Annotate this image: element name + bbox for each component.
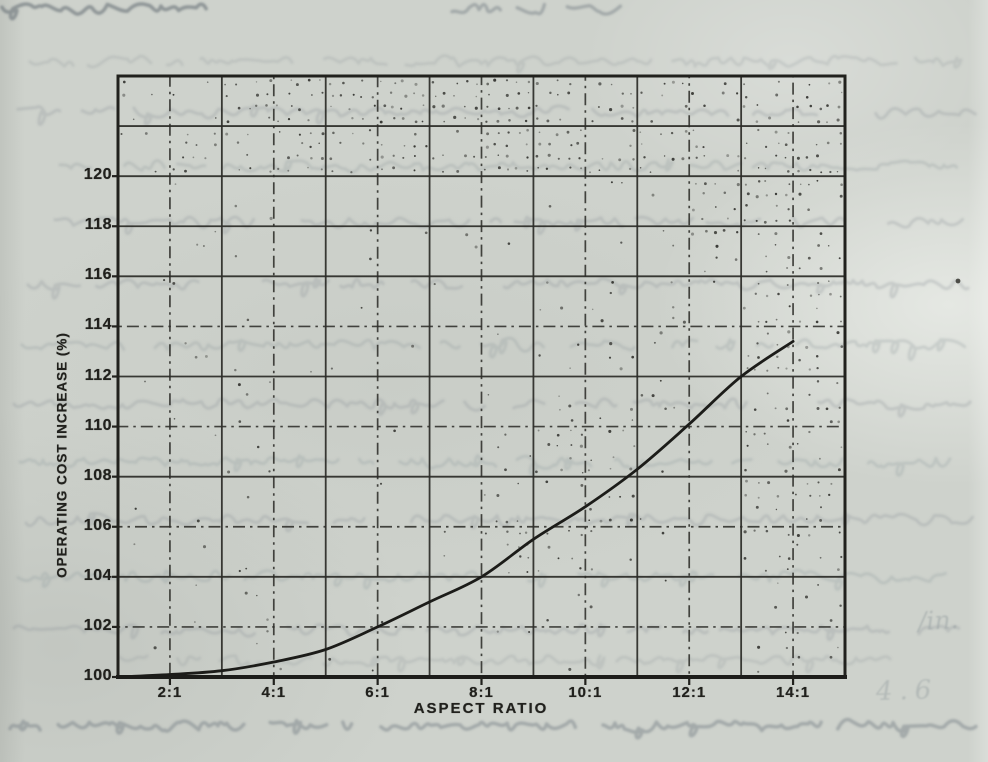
y-tick-label: 104 bbox=[83, 566, 112, 584]
y-tick-label: 112 bbox=[84, 366, 112, 384]
x-tick-label: 8:1 bbox=[469, 684, 494, 701]
faint-handwriting-mark: 4.6 bbox=[875, 674, 939, 708]
y-tick-label: 106 bbox=[83, 516, 112, 534]
y-tick-label: 108 bbox=[83, 466, 112, 484]
y-tick-label: 110 bbox=[84, 416, 112, 434]
y-tick-label: 116 bbox=[84, 266, 112, 284]
y-tick-label: 114 bbox=[84, 316, 112, 334]
data-curve bbox=[116, 340, 795, 679]
x-axis-title: ASPECT RATIO bbox=[413, 700, 549, 717]
faint-handwriting-mark: /in. bbox=[917, 604, 960, 637]
y-tick-label: 100 bbox=[83, 667, 112, 684]
x-tick-label: 4:1 bbox=[261, 684, 287, 701]
x-tick-label: 14:1 bbox=[776, 684, 811, 701]
x-tick-label: 10:1 bbox=[568, 684, 603, 701]
x-tick-label: 12:1 bbox=[672, 684, 707, 701]
y-tick-label: 118 bbox=[84, 216, 112, 234]
y-axis-title: OPERATING COST INCREASE (%) bbox=[54, 332, 70, 578]
x-tick-label: 6:1 bbox=[365, 684, 390, 701]
y-tick-label: 120 bbox=[83, 166, 112, 184]
x-tick-label: 2:1 bbox=[157, 684, 183, 701]
y-tick-label: 102 bbox=[83, 616, 112, 634]
